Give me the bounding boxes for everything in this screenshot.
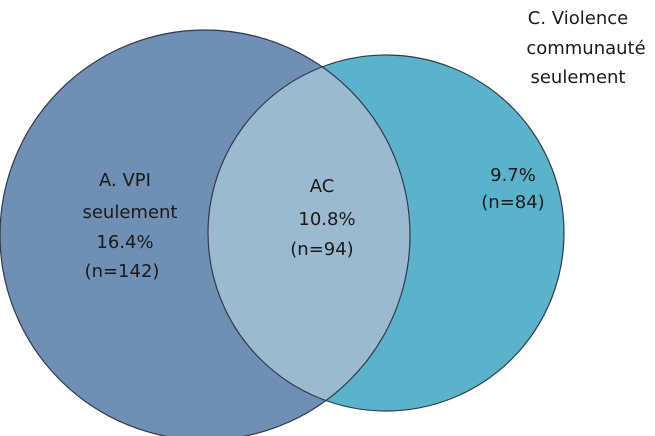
region-label: AC bbox=[310, 176, 335, 197]
region-percent: 9.7% bbox=[490, 165, 536, 186]
region-percent: 16.4% bbox=[96, 232, 153, 253]
circle-a-outline bbox=[0, 29, 411, 436]
region-label: A. VPI bbox=[99, 170, 151, 191]
region-label: communauté bbox=[526, 38, 645, 59]
region-count: (n=94) bbox=[290, 239, 353, 260]
region-percent: 10.8% bbox=[298, 209, 355, 230]
region-count: (n=142) bbox=[85, 261, 160, 282]
region-label: C. Violence bbox=[528, 8, 628, 29]
region-label: seulement bbox=[530, 67, 625, 88]
overlap-ac bbox=[208, 55, 410, 411]
circle-c-outline bbox=[207, 54, 565, 412]
region-label: seulement bbox=[82, 202, 177, 223]
region-count: (n=84) bbox=[481, 192, 544, 213]
